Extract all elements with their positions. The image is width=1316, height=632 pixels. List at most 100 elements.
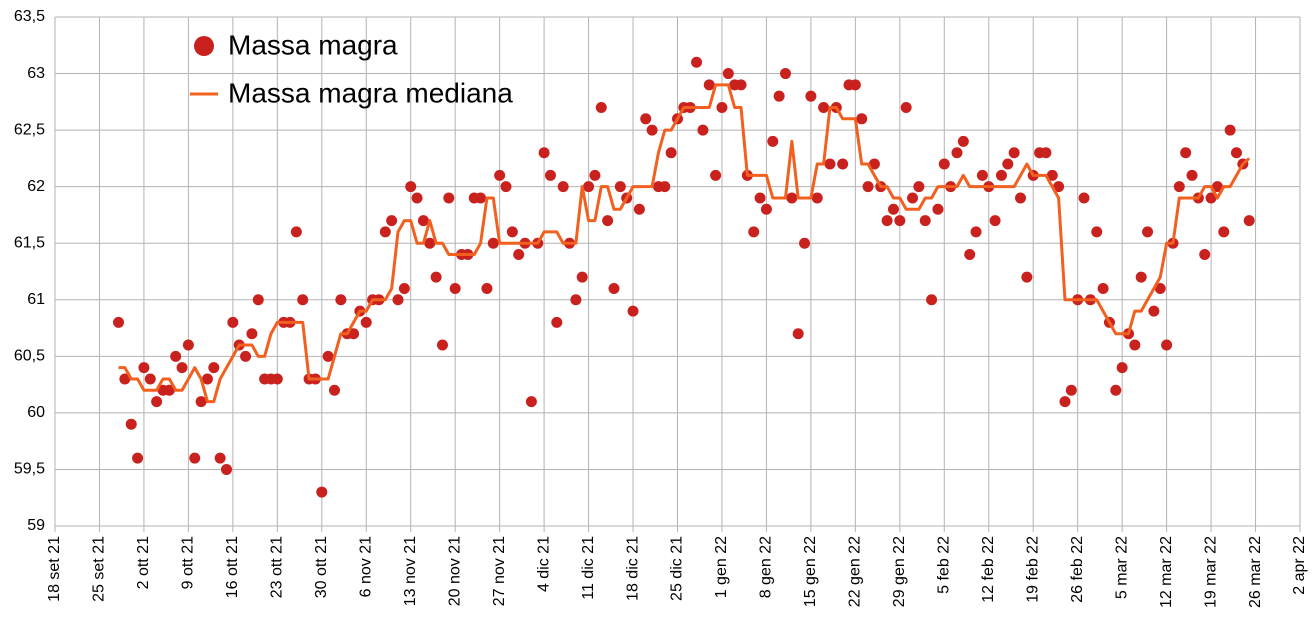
data-point	[1116, 362, 1128, 374]
data-point	[792, 328, 804, 340]
x-tick-label: 19 mar 22	[1202, 536, 1219, 608]
y-tick-label: 59	[27, 517, 45, 534]
legend-marker	[194, 36, 214, 56]
data-point	[170, 350, 182, 362]
x-tick-label: 5 feb 22	[936, 536, 953, 594]
data-point	[608, 282, 620, 294]
data-point	[430, 271, 442, 283]
x-tick-label: 2 ott 21	[135, 536, 152, 589]
data-point	[1059, 396, 1071, 408]
legend-label: Massa magra	[228, 29, 398, 60]
data-point	[932, 203, 944, 215]
data-point	[392, 294, 404, 306]
data-point	[271, 373, 283, 385]
data-point	[881, 215, 893, 227]
data-point	[754, 192, 766, 204]
x-tick-label: 19 feb 22	[1024, 536, 1041, 603]
data-point	[290, 226, 302, 238]
data-point	[506, 226, 518, 238]
data-point	[976, 169, 988, 181]
y-tick-label: 61,5	[14, 234, 45, 251]
data-point	[1097, 282, 1109, 294]
data-point	[583, 181, 595, 193]
data-point	[837, 158, 849, 170]
x-tick-label: 18 set 21	[46, 536, 63, 602]
data-point	[449, 282, 461, 294]
data-point	[633, 203, 645, 215]
data-point	[811, 192, 823, 204]
data-point	[640, 113, 652, 125]
x-tick-label: 11 dic 21	[580, 536, 597, 600]
data-point	[443, 192, 455, 204]
data-point	[1173, 181, 1185, 193]
data-point	[328, 384, 340, 396]
data-point	[856, 113, 868, 125]
x-tick-label: 26 mar 22	[1247, 536, 1264, 608]
data-point	[748, 226, 760, 238]
data-point	[1021, 271, 1033, 283]
y-tick-label: 60,5	[14, 348, 45, 365]
data-point	[868, 158, 880, 170]
data-point	[716, 101, 728, 113]
data-point	[1015, 192, 1027, 204]
data-point	[862, 181, 874, 193]
data-point	[500, 181, 512, 193]
data-point	[1110, 384, 1122, 396]
x-tick-label: 13 nov 21	[402, 536, 419, 606]
data-point	[995, 169, 1007, 181]
data-point	[710, 169, 722, 181]
data-point	[735, 79, 747, 91]
data-point	[926, 294, 938, 306]
data-point	[1091, 226, 1103, 238]
data-point	[1199, 249, 1211, 261]
data-point	[691, 56, 703, 68]
y-tick-label: 63,5	[14, 8, 45, 25]
data-point	[773, 90, 785, 102]
data-point	[398, 282, 410, 294]
data-point	[894, 215, 906, 227]
x-tick-label: 26 feb 22	[1069, 536, 1086, 603]
x-tick-label: 4 dic 21	[535, 536, 552, 592]
x-tick-label: 6 nov 21	[357, 536, 374, 597]
data-point	[799, 237, 811, 249]
data-point	[595, 101, 607, 113]
x-tick-label: 20 nov 21	[446, 536, 463, 606]
data-point	[132, 452, 144, 464]
data-point	[208, 362, 220, 374]
data-point	[195, 396, 207, 408]
x-tick-label: 12 feb 22	[980, 536, 997, 603]
x-tick-label: 2 apr 22	[1291, 536, 1308, 595]
data-point	[1040, 147, 1052, 159]
data-point	[1230, 147, 1242, 159]
data-point	[513, 249, 525, 261]
data-point	[805, 90, 817, 102]
data-point	[487, 237, 499, 249]
x-tick-label: 1 gen 22	[713, 536, 730, 598]
data-point	[1078, 192, 1090, 204]
data-point	[938, 158, 950, 170]
data-point	[1186, 169, 1198, 181]
x-tick-label: 22 gen 22	[847, 536, 864, 607]
data-point	[1154, 282, 1166, 294]
y-tick-label: 61	[27, 291, 45, 308]
data-point	[386, 215, 398, 227]
data-point	[551, 316, 563, 328]
data-point	[602, 215, 614, 227]
x-tick-label: 18 dic 21	[624, 536, 641, 601]
data-point	[246, 328, 258, 340]
data-point	[1046, 169, 1058, 181]
data-point	[348, 328, 360, 340]
data-point	[627, 305, 639, 317]
data-point	[1142, 226, 1154, 238]
data-point	[919, 215, 931, 227]
data-point	[646, 124, 658, 136]
data-point	[417, 215, 429, 227]
y-tick-label: 59,5	[14, 461, 45, 478]
data-point	[176, 362, 188, 374]
data-point	[1224, 124, 1236, 136]
data-point	[1008, 147, 1020, 159]
data-point	[824, 158, 836, 170]
data-point	[125, 418, 137, 430]
x-tick-label: 29 gen 22	[891, 536, 908, 607]
data-point	[316, 486, 328, 498]
